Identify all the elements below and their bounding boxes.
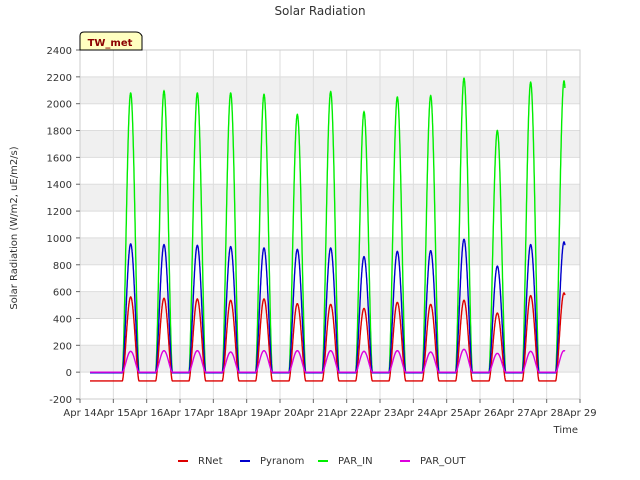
- grid-band: [80, 130, 580, 158]
- x-tick-label: Apr 25: [430, 408, 463, 419]
- x-tick-label: Apr 29: [563, 408, 596, 419]
- x-tick-label: Apr 14: [63, 408, 96, 419]
- series-layer: [90, 77, 566, 382]
- axes: [79, 49, 581, 400]
- x-tick-label: Apr 19: [230, 408, 263, 419]
- site-badge-label: TW_met: [88, 38, 133, 49]
- site-badge: TW_met: [79, 31, 143, 51]
- x-axis-label: Time: [553, 425, 578, 436]
- y-tick-label: 1800: [47, 127, 72, 138]
- plot-frame: [79, 49, 581, 400]
- x-tick-label: Apr 18: [197, 408, 230, 419]
- series-line-par-out: [90, 348, 566, 373]
- y-tick-label: 0: [66, 368, 72, 379]
- grid-band: [80, 184, 580, 212]
- y-tick-label: 2000: [47, 100, 72, 111]
- x-tick-labels: Apr 14 Apr 15 Apr 16 Apr 17 Apr 18 Apr 19 Apr …: [63, 399, 597, 419]
- y-tick-label: 1000: [47, 234, 72, 245]
- legend: RNet Pyranom PAR_IN PAR_OUT: [178, 456, 466, 467]
- x-tick-label: Apr 28: [530, 408, 563, 419]
- grid-bands: [80, 76, 580, 373]
- y-axis-label: Solar Radiation (W/m2, uE/m2/s): [9, 146, 20, 309]
- legend-label-par-in: PAR_IN: [338, 456, 373, 467]
- site-badge-box: [79, 31, 143, 51]
- x-tick-label: Apr 20: [263, 408, 296, 419]
- series-line-rnet: [90, 292, 566, 382]
- x-tick-label: Apr 23: [363, 408, 396, 419]
- y-tick-label: 2200: [47, 73, 72, 84]
- legend-label-par-out: PAR_OUT: [420, 456, 466, 467]
- y-tick-label: 600: [53, 288, 72, 299]
- chart-title: Solar Radiation: [274, 4, 365, 18]
- y-tick-label: 1400: [47, 180, 72, 191]
- x-tick-label: Apr 16: [130, 408, 163, 419]
- y-tick-label: 1600: [47, 153, 72, 164]
- x-tick-label: Apr 15: [97, 408, 130, 419]
- legend-label-rnet: RNet: [198, 456, 223, 467]
- y-tick-label: 1200: [47, 207, 72, 218]
- y-tick-label: 2400: [47, 46, 72, 57]
- y-tick-label: 200: [53, 341, 72, 352]
- legend-label-pyranom: Pyranom: [260, 456, 304, 467]
- y-tick-label: 800: [53, 261, 72, 272]
- x-tick-label: Apr 24: [397, 408, 430, 419]
- x-tick-label: Apr 22: [330, 408, 363, 419]
- y-tick-label: 400: [53, 314, 72, 325]
- x-tick-label: Apr 27: [497, 408, 530, 419]
- x-tick-label: Apr 21: [297, 408, 330, 419]
- y-tick-labels: -200 0 200 400 600 800 1000 1200 1400 1600 1800 200…: [47, 46, 80, 406]
- grid-band: [80, 345, 580, 373]
- x-tick-label: Apr 17: [163, 408, 196, 419]
- y-tick-label: -200: [49, 395, 72, 406]
- x-tick-label: Apr 26: [463, 408, 496, 419]
